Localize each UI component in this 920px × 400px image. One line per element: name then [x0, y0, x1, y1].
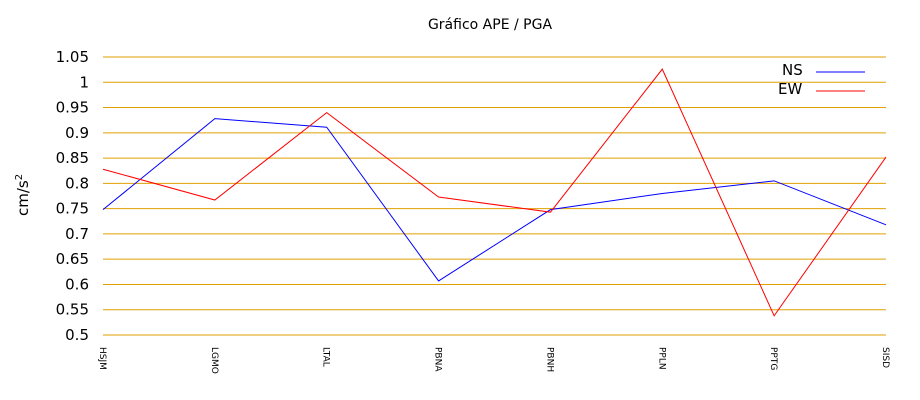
y-tick-label: 1.05	[56, 48, 89, 66]
series-line-ew	[102, 68, 887, 317]
y-tick-label: 0.95	[56, 99, 89, 117]
y-tick-label: 0.75	[56, 200, 89, 218]
y-tick-label: 0.5	[65, 326, 89, 344]
y-tick-label: 0.6	[65, 275, 89, 293]
y-axis-label: cm/s2	[14, 174, 32, 216]
series-line-ns	[102, 118, 887, 282]
grid-lines	[103, 56, 886, 336]
x-tick-label: LTAL	[321, 347, 331, 367]
legend-label-ew: EW	[778, 80, 803, 98]
y-tick-label: 1	[79, 73, 89, 91]
legend	[816, 71, 865, 92]
y-axis-label-text: cm/s	[14, 180, 32, 216]
y-tick-label: 0.7	[65, 225, 89, 243]
x-tick-label: PPLN	[656, 347, 666, 370]
x-tick-label: PBNA	[433, 347, 443, 372]
x-tick-label: LGMO	[209, 347, 219, 374]
x-tick-label: SISD	[880, 347, 890, 368]
x-tick-labels: HSJM LGMO LTAL PBNA PBNH PPLN PPTG SISD	[97, 347, 890, 374]
y-tick-label: 0.8	[65, 174, 89, 192]
chart-title: Gráfico APE / PGA	[427, 17, 553, 33]
x-tick-label: PPTG	[768, 347, 778, 370]
y-tick-label: 0.65	[56, 250, 89, 268]
x-tick-label: PBNH	[544, 347, 554, 372]
y-tick-label: 0.85	[56, 149, 89, 167]
series-lines	[102, 68, 887, 317]
y-tick-labels: 0.5 0.55 0.6 0.65 0.7 0.75 0.8 0.85 0.9 0.95 1 1.05	[56, 48, 89, 344]
x-tick-label: HSJM	[97, 347, 107, 370]
y-axis-label-exponent: 2	[14, 173, 25, 181]
y-tick-label: 0.9	[65, 124, 89, 142]
y-tick-label: 0.55	[56, 301, 89, 319]
legend-label-ns: NS	[782, 61, 803, 79]
